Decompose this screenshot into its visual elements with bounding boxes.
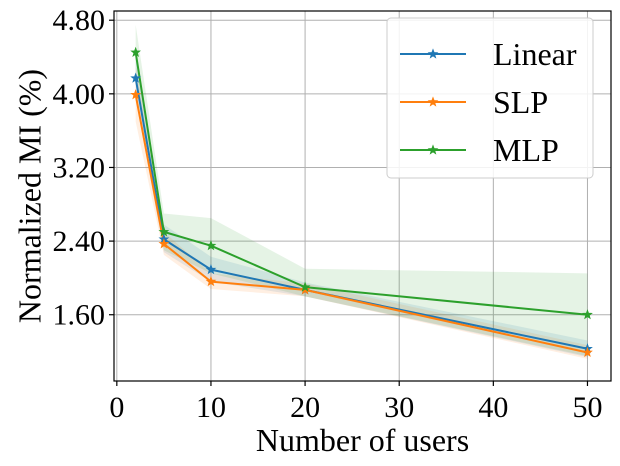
point-mlp xyxy=(158,226,170,237)
point-mlp xyxy=(299,281,311,292)
y-tick-label: 4.80 xyxy=(53,4,106,37)
axis-ticks: 0 10 20 30 40 50 1.60 2.40 3.20 4.00 4.80 xyxy=(53,4,603,424)
y-tick-label: 3.20 xyxy=(53,151,106,184)
y-tick-label: 2.40 xyxy=(53,225,106,258)
legend-label-slp: SLP xyxy=(493,84,548,120)
plot-frame xyxy=(113,10,612,382)
legend-marker-linear xyxy=(427,48,439,59)
point-mlp xyxy=(582,309,593,320)
point-linear xyxy=(130,72,142,83)
y-tick-label: 4.00 xyxy=(53,78,106,111)
x-tick-label: 40 xyxy=(478,391,508,424)
x-tick-label: 0 xyxy=(109,391,124,424)
point-mlp xyxy=(130,46,142,58)
y-axis-label: Normalized MI (%) xyxy=(11,69,47,323)
band-linear xyxy=(135,57,588,358)
x-tick-label: 10 xyxy=(196,391,226,424)
point-mlp xyxy=(205,240,217,251)
x-tick-label: 50 xyxy=(572,391,602,424)
legend-box xyxy=(386,17,594,179)
legend-marker-slp xyxy=(427,96,439,107)
point-slp xyxy=(582,346,593,358)
x-axis-label: Number of users xyxy=(256,422,469,458)
series-markers xyxy=(130,46,593,358)
legend-marker-mlp xyxy=(427,144,439,155)
legend-label-mlp: MLP xyxy=(493,132,559,168)
x-tick-label: 30 xyxy=(384,391,414,424)
legend: Linear SLP MLP xyxy=(386,17,594,179)
point-slp xyxy=(130,89,142,100)
legend-label-linear: Linear xyxy=(493,36,577,72)
point-linear xyxy=(205,263,217,275)
point-slp xyxy=(205,275,217,287)
band-mlp xyxy=(135,24,588,357)
x-tick-label: 20 xyxy=(290,391,320,424)
point-slp xyxy=(158,238,170,249)
y-tick-label: 1.60 xyxy=(53,299,106,332)
